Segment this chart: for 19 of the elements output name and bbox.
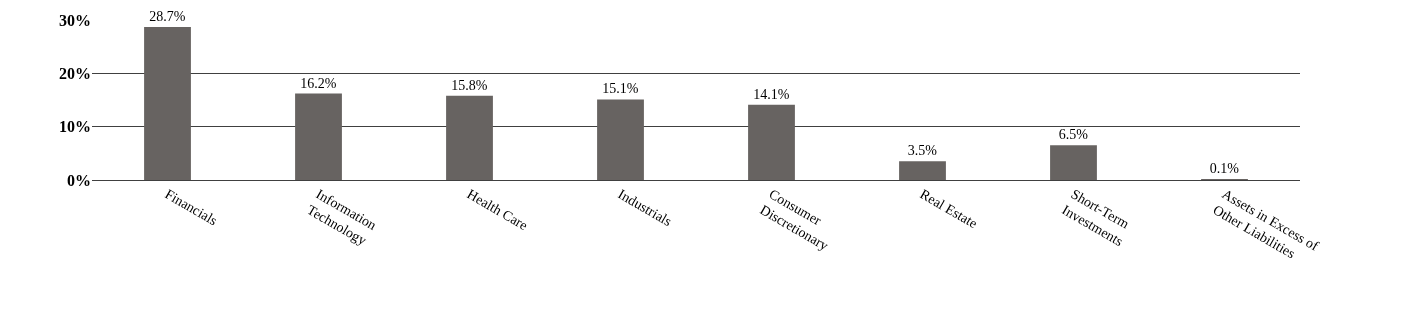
- y-tick-label: 20%: [59, 64, 91, 82]
- bar: [295, 93, 342, 180]
- bar: [1050, 145, 1097, 180]
- y-tick-label: 30%: [59, 11, 91, 29]
- data-label: 0.1%: [1209, 161, 1240, 176]
- bar: [899, 161, 946, 180]
- data-label: 3.5%: [907, 143, 938, 159]
- bar: [748, 104, 795, 180]
- bar: [597, 99, 644, 180]
- data-label: 15.1%: [602, 81, 639, 97]
- data-label: 6.5%: [1058, 127, 1089, 143]
- y-tick-label: 10%: [59, 118, 91, 136]
- data-label: 15.8%: [451, 77, 488, 93]
- bar: [446, 95, 493, 180]
- y-tick-label: 0%: [67, 171, 91, 189]
- data-label: 14.1%: [753, 86, 790, 102]
- data-label: 16.2%: [300, 75, 337, 91]
- bar: [144, 26, 191, 180]
- data-label: 28.7%: [149, 8, 186, 24]
